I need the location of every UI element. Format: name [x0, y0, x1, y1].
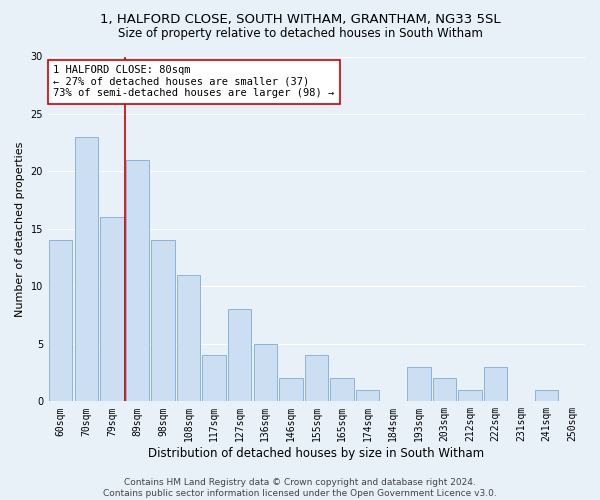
Bar	[74, 137, 98, 402]
Bar	[535, 390, 559, 402]
Bar	[177, 275, 200, 402]
Bar	[330, 378, 354, 402]
Bar	[254, 344, 277, 402]
Bar	[49, 240, 73, 402]
Text: Size of property relative to detached houses in South Witham: Size of property relative to detached ho…	[118, 28, 482, 40]
Bar	[151, 240, 175, 402]
Bar	[279, 378, 302, 402]
Bar	[356, 390, 379, 402]
Text: 1 HALFORD CLOSE: 80sqm
← 27% of detached houses are smaller (37)
73% of semi-det: 1 HALFORD CLOSE: 80sqm ← 27% of detached…	[53, 65, 335, 98]
Bar	[202, 356, 226, 402]
Text: Contains HM Land Registry data © Crown copyright and database right 2024.
Contai: Contains HM Land Registry data © Crown c…	[103, 478, 497, 498]
Bar	[125, 160, 149, 402]
Bar	[433, 378, 456, 402]
Text: 1, HALFORD CLOSE, SOUTH WITHAM, GRANTHAM, NG33 5SL: 1, HALFORD CLOSE, SOUTH WITHAM, GRANTHAM…	[100, 12, 500, 26]
Bar	[484, 367, 507, 402]
Bar	[305, 356, 328, 402]
Bar	[407, 367, 431, 402]
Y-axis label: Number of detached properties: Number of detached properties	[15, 141, 25, 316]
X-axis label: Distribution of detached houses by size in South Witham: Distribution of detached houses by size …	[148, 447, 485, 460]
Bar	[100, 218, 124, 402]
Bar	[458, 390, 482, 402]
Bar	[228, 310, 251, 402]
